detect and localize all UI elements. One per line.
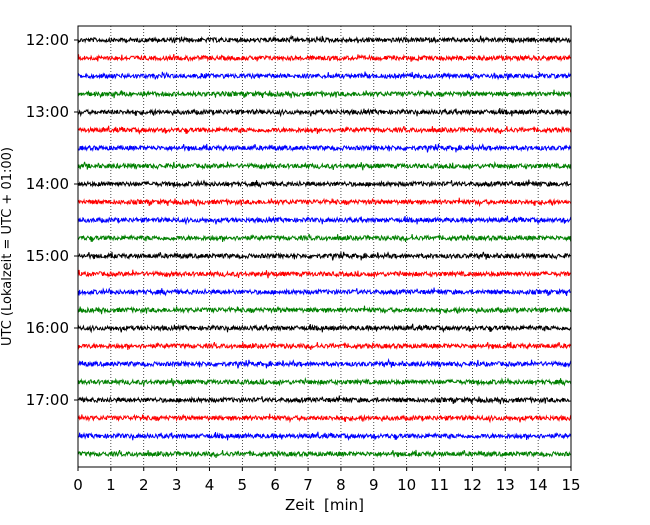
x-tick-label-4: 4 xyxy=(205,476,215,494)
x-tick-label-15: 15 xyxy=(561,476,580,494)
plot-frame xyxy=(77,25,572,468)
x-tick-label-12: 12 xyxy=(463,476,482,494)
y-tick-label-2: 14:00 xyxy=(26,175,69,193)
x-tick-label-1: 1 xyxy=(106,476,116,494)
trace-1700 xyxy=(77,395,572,405)
x-tick-label-2: 2 xyxy=(139,476,149,494)
trace-1600 xyxy=(77,323,572,334)
y-tick-label-3: 15:00 xyxy=(26,247,69,265)
trace-1345 xyxy=(77,160,572,171)
x-tick-label-14: 14 xyxy=(529,476,548,494)
trace-1245 xyxy=(77,89,572,99)
x-tick-label-5: 5 xyxy=(238,476,248,494)
trace-1645 xyxy=(77,376,572,387)
y-tick-label-1: 13:00 xyxy=(26,103,69,121)
y-tick-label-4: 16:00 xyxy=(26,319,69,337)
x-tick-label-8: 8 xyxy=(336,476,346,494)
x-tick-label-3: 3 xyxy=(172,476,182,494)
x-tick-label-10: 10 xyxy=(397,476,416,494)
trace-1515 xyxy=(77,269,572,279)
trace-1230 xyxy=(77,71,572,81)
trace-1500 xyxy=(77,251,572,261)
x-tick-label-6: 6 xyxy=(270,476,280,494)
x-axis-label: Zeit [min] xyxy=(285,496,364,514)
x-tick-label-0: 0 xyxy=(73,476,83,494)
trace-1730 xyxy=(77,431,572,442)
x-tick-label-13: 13 xyxy=(496,476,515,494)
y-axis-ticks: 12:00 13:00 14:00 15:00 16:00 17:00 xyxy=(26,31,78,409)
trace-layer xyxy=(77,34,572,459)
y-tick-label-5: 17:00 xyxy=(26,391,69,409)
trace-1615 xyxy=(77,341,572,351)
trace-1400 xyxy=(77,179,572,189)
x-tick-label-7: 7 xyxy=(303,476,313,494)
trace-1330 xyxy=(77,143,572,153)
trace-1430 xyxy=(77,215,572,226)
trace-1415 xyxy=(77,197,572,208)
x-axis-ticks: 0 1 2 3 4 5 6 7 8 9 10 11 12 13 14 15 xyxy=(73,467,581,494)
x-tick-label-9: 9 xyxy=(369,476,379,494)
trace-1545 xyxy=(77,305,572,315)
trace-1745 xyxy=(77,449,572,459)
trace-1315 xyxy=(77,125,572,136)
trace-1200 xyxy=(77,34,572,45)
x-tick-label-11: 11 xyxy=(430,476,449,494)
trace-1715 xyxy=(77,413,572,424)
trace-1300 xyxy=(77,107,572,118)
y-tick-label-0: 12:00 xyxy=(26,31,69,49)
trace-1630 xyxy=(77,357,572,369)
y-axis-label: UTC (Lokalzeit = UTC + 01:00) xyxy=(0,147,15,346)
trace-1445 xyxy=(77,233,572,243)
trace-1530 xyxy=(77,287,572,297)
trace-1215 xyxy=(77,53,572,62)
